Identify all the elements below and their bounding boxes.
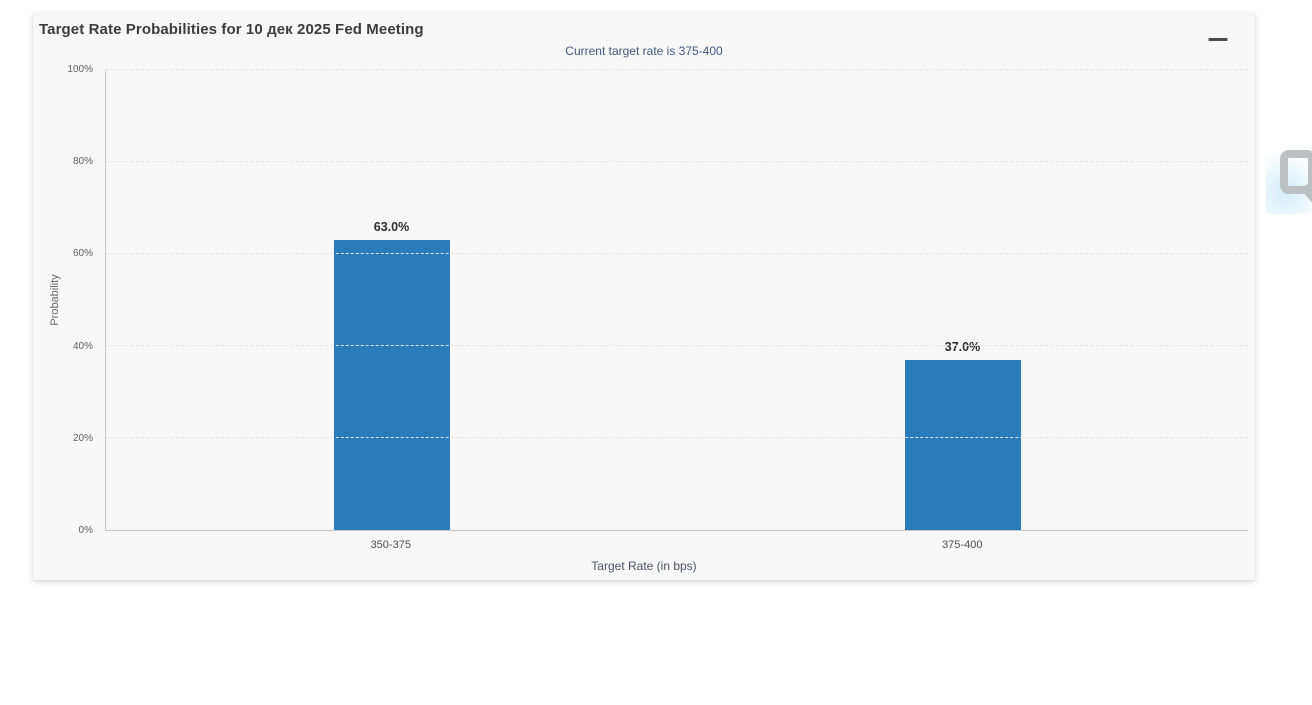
- bar-slot-350-375: 63.0%: [106, 70, 677, 530]
- quikstrike-logo-watermark: [1266, 136, 1312, 214]
- chart-menu-button[interactable]: [1207, 23, 1229, 41]
- bar-value-label: 63.0%: [373, 220, 410, 235]
- chart-card: Target Rate Probabilities for 10 дек 202…: [33, 13, 1312, 580]
- gridline: [106, 437, 1248, 438]
- bar-slot-375-400: 37.0%: [677, 70, 1248, 530]
- chart-subtitle: Current target rate is 375-400: [565, 44, 723, 58]
- plot-area: 63.0% 37.0%: [105, 69, 1312, 531]
- bar-350-375[interactable]: [333, 240, 450, 530]
- chart-title: Target Rate Probabilities for 10 дек 202…: [39, 21, 424, 38]
- gridline: [106, 253, 1248, 254]
- x-tick-label: 350-375: [370, 539, 411, 551]
- gridline: [106, 161, 1248, 162]
- y-axis-title: Probability: [49, 274, 61, 326]
- q-logo-icon: [1280, 150, 1312, 194]
- y-axis-tick-labels: 0% 20% 40% 60% 80% 100%: [33, 64, 99, 536]
- y-tick-label: 0%: [78, 525, 93, 536]
- x-axis-title: Target Rate (in bps): [591, 559, 697, 573]
- x-axis-tick-labels: 350-375 375-400: [105, 539, 1248, 551]
- y-tick-label: 40%: [72, 340, 93, 352]
- y-tick-label: 100%: [67, 64, 93, 75]
- gridline: [106, 345, 1248, 346]
- y-tick-label: 80%: [72, 156, 93, 168]
- bar-value-label: 37.0%: [944, 339, 981, 354]
- bar-375-400[interactable]: [904, 359, 1021, 530]
- y-tick-label: 20%: [72, 432, 93, 444]
- x-tick-label: 375-400: [942, 539, 983, 551]
- gridline: [106, 69, 1248, 70]
- y-tick-label: 60%: [72, 248, 93, 260]
